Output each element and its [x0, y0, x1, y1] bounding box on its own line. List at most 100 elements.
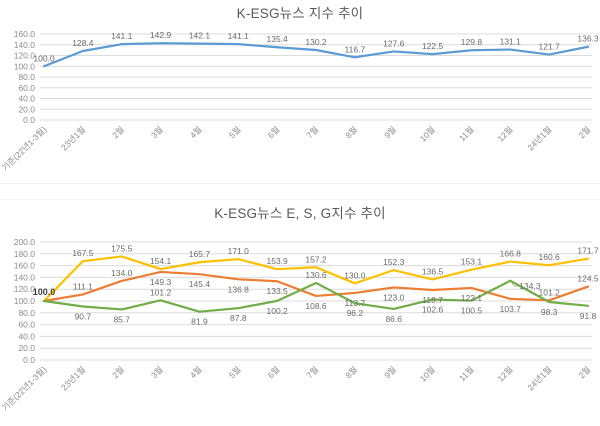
y-axis-tick-label: 0.0 [23, 115, 35, 125]
data-label: 166.8 [500, 249, 522, 259]
data-label: 153.1 [461, 257, 483, 267]
y-axis-tick-label: 40.0 [18, 94, 35, 104]
data-label: 129.8 [461, 37, 483, 47]
label-leader-line [511, 282, 518, 287]
x-axis-label: 8월 [343, 364, 359, 380]
x-axis-label: 24년1월 [525, 124, 553, 152]
x-axis-label: 6월 [266, 364, 282, 380]
x-axis-label: 23년1월 [59, 364, 87, 392]
x-axis-label: 11월 [457, 364, 476, 383]
data-label: 98.3 [541, 307, 558, 317]
x-axis-label: 기준(22년1-3월) [0, 124, 49, 173]
y-axis-tick-label: 0.0 [23, 355, 35, 365]
y-axis-tick-label: 40.0 [18, 331, 35, 341]
data-label: 128.4 [72, 38, 94, 48]
data-label: 101.2 [539, 287, 561, 297]
series-orange-line [42, 270, 590, 303]
data-label: 127.6 [383, 38, 405, 48]
data-label: 130.2 [305, 37, 327, 47]
origin-data-label: 100.0 [33, 287, 56, 297]
data-label: 96.2 [347, 308, 364, 318]
x-axis-label: 8월 [343, 124, 359, 140]
data-label: 141.1 [228, 31, 250, 41]
K-ESG뉴스 지수-line [42, 42, 590, 68]
data-label: 101.2 [150, 287, 172, 297]
x-axis-label: 10월 [418, 124, 437, 143]
data-label: 116.7 [345, 44, 366, 54]
data-label: 100.0 [33, 53, 55, 63]
y-axis-tick-label: 200.0 [14, 237, 36, 247]
series-yellow-line [42, 255, 590, 303]
kesg-index-line-chart: 0.020.040.060.080.0100.0120.0140.0160.0기… [0, 29, 599, 173]
data-label: 136.3 [577, 34, 599, 44]
x-axis-label: 5월 [227, 124, 243, 140]
data-label: 86.6 [385, 314, 402, 324]
data-label: 108.6 [305, 301, 327, 311]
data-label: 100.5 [461, 306, 483, 316]
data-label: 91.8 [580, 311, 597, 321]
chart-section-esg-breakdown: K-ESG뉴스 E, S, G지수 추이 0.0 20.0 40.0 60.0 80.0… [0, 199, 600, 426]
y-axis-tick-label: 120.0 [14, 284, 36, 294]
x-axis-label: 12월 [495, 364, 514, 383]
data-label: 103.7 [500, 304, 522, 314]
data-label: 133.5 [267, 286, 289, 296]
data-label: 171.7 [577, 246, 599, 256]
data-label: 160.6 [539, 252, 561, 262]
data-label: 130.6 [305, 270, 327, 280]
y-axis-tick-label: 20.0 [18, 343, 35, 353]
data-label: 167.5 [72, 248, 94, 258]
data-label: 90.7 [75, 311, 92, 321]
y-axis-tick-label: 180.0 [14, 249, 36, 259]
data-label: 175.5 [111, 243, 133, 253]
x-axis-label: 12월 [495, 124, 514, 143]
data-label: 121.7 [539, 42, 561, 52]
x-axis-label: 7월 [304, 124, 320, 140]
x-axis-label: 4월 [188, 124, 204, 140]
chart-title-kesg-index: K-ESG뉴스 지수 추이 [236, 6, 364, 21]
x-axis-label: 10월 [418, 364, 437, 383]
data-label: 123.0 [383, 292, 405, 302]
data-label: 141.1 [111, 31, 133, 41]
x-axis-label: 24년1월 [525, 364, 553, 392]
data-label: 165.7 [189, 249, 211, 259]
data-label: 118.7 [422, 295, 443, 305]
data-label: 124.5 [577, 274, 599, 284]
data-label: 149.3 [150, 277, 172, 287]
y-axis-tick-label: 20.0 [18, 104, 35, 114]
x-axis-label: 3월 [149, 364, 165, 380]
x-axis-label: 9월 [382, 124, 398, 140]
data-label: 100.2 [267, 306, 289, 316]
chart-title-esg-breakdown: K-ESG뉴스 E, S, G지수 추이 [214, 206, 386, 221]
y-axis-tick-label: 60.0 [18, 83, 35, 93]
data-label: 157.2 [305, 254, 327, 264]
y-axis-tick-label: 100.0 [14, 296, 36, 306]
data-label: 135.4 [267, 34, 289, 44]
data-label: 113.7 [345, 298, 366, 308]
chart-section-kesg-index: K-ESG뉴스 지수 추이 0.0 20.0 40.0 60.0 80.0 100.0 12… [0, 0, 600, 184]
data-label: 154.1 [150, 256, 172, 266]
data-label: 134.0 [111, 268, 133, 278]
data-label: 102.6 [422, 304, 444, 314]
data-label: 142.1 [189, 31, 211, 41]
data-label: 81.9 [191, 317, 208, 327]
x-axis-label: 5월 [227, 364, 243, 380]
y-axis-tick-label: 80.0 [18, 72, 35, 82]
data-label: 85.7 [113, 314, 130, 324]
y-axis-tick-label: 160.0 [14, 261, 36, 271]
x-axis-label: 4월 [188, 364, 204, 380]
y-axis-tick-label: 140.0 [14, 40, 36, 50]
data-label: 171.0 [228, 246, 250, 256]
y-axis-tick-label: 100.0 [14, 61, 36, 71]
y-axis-tick-label: 80.0 [18, 308, 35, 318]
data-label: 145.4 [189, 279, 211, 289]
x-axis-label: 2월 [110, 124, 126, 140]
x-axis-label: 6월 [266, 124, 282, 140]
y-axis-tick-label: 160.0 [14, 29, 36, 39]
x-axis-label: 3월 [149, 124, 165, 140]
data-label: 87.8 [230, 313, 247, 323]
data-label: 136.5 [422, 266, 444, 276]
data-label: 136.8 [228, 284, 250, 294]
x-axis-label: 2월 [576, 364, 592, 380]
y-axis-tick-label: 140.0 [14, 272, 36, 282]
series-green-line [42, 279, 590, 313]
